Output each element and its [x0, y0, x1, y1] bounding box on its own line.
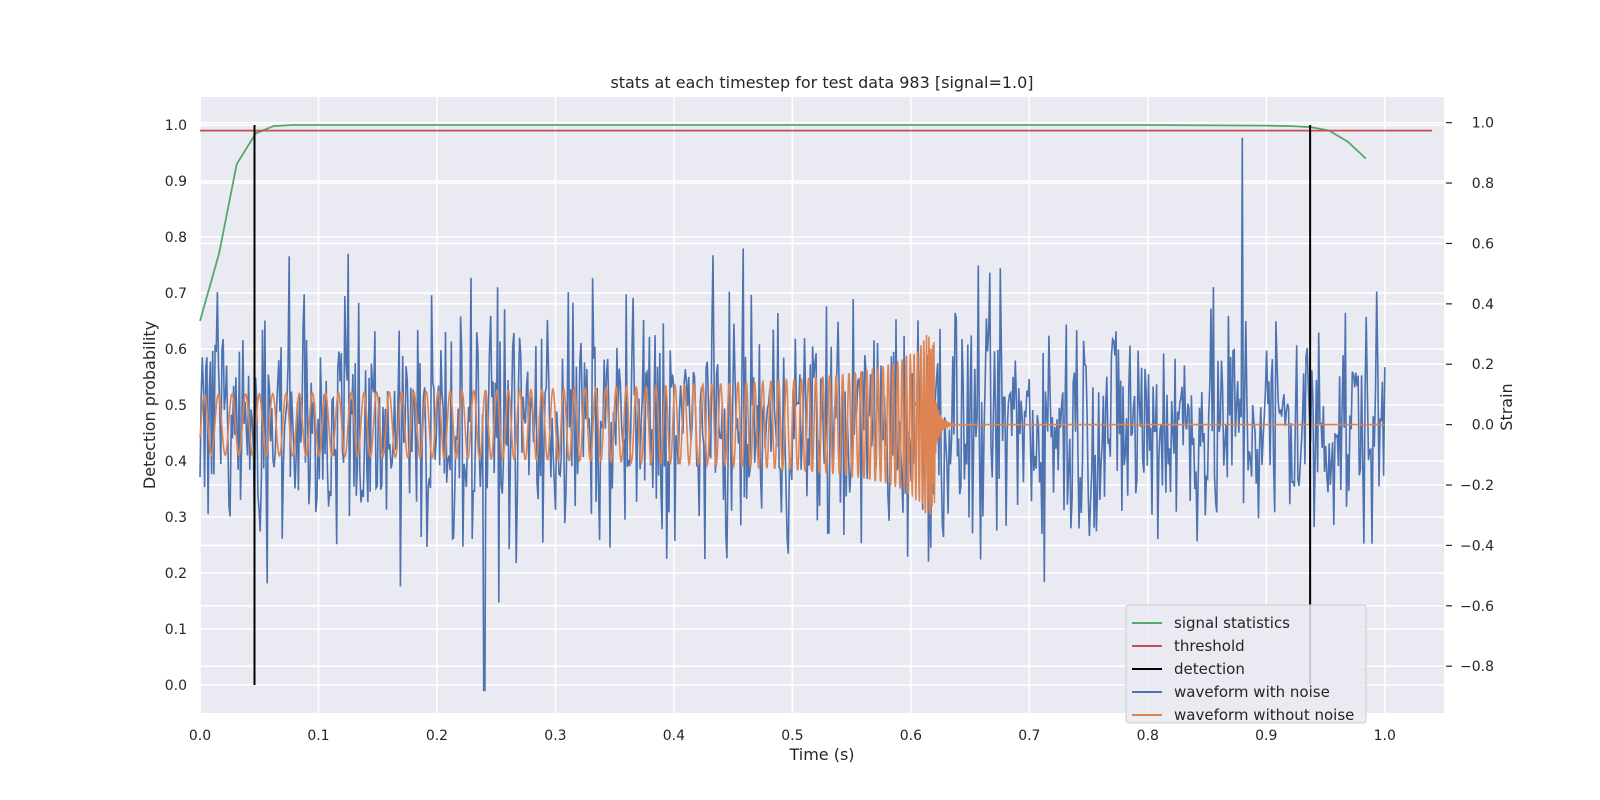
- x-tick-label: 1.0: [1374, 728, 1396, 744]
- y-axis-label: Detection probability: [140, 321, 159, 489]
- ticks: 0.0 0.1 0.2 0.3 0.4 0.5 0.6 0.7 0.8 0.9 1.0 0.0 0.1 0…: [165, 116, 1494, 744]
- y-tick-label: 0.2: [165, 566, 187, 582]
- y-tick-label: 0.9: [165, 174, 187, 190]
- y2-tick-label: 0.8: [1472, 176, 1494, 192]
- legend-label: waveform with noise: [1174, 683, 1330, 701]
- chart-title: stats at each timestep for test data 983…: [610, 73, 1033, 92]
- x-tick-label: 0.6: [900, 728, 922, 744]
- series-signal-statistics: [199, 124, 1367, 322]
- x-axis-label: Time (s): [788, 745, 854, 764]
- x-tick-label: 0.5: [781, 728, 803, 744]
- series-waveform-without-noise: [199, 334, 1385, 516]
- legend: signal statistics threshold detection wavef…: [1125, 604, 1367, 724]
- y2-tick-label: 1.0: [1472, 116, 1494, 132]
- legend-label: detection: [1174, 660, 1245, 678]
- y-tick-label: 0.4: [165, 454, 187, 470]
- y2-tick-label: −0.2: [1460, 478, 1494, 494]
- y-tick-label: 0.1: [165, 622, 187, 638]
- x-tick-label: 0.0: [189, 728, 211, 744]
- y2-axis-label: Strain: [1497, 383, 1516, 430]
- y-tick-label: 0.7: [165, 286, 187, 302]
- y2-tick-label: 0.0: [1472, 418, 1494, 434]
- legend-box: [1125, 604, 1367, 724]
- y2-tick-label: −0.4: [1460, 538, 1494, 554]
- x-tick-label: 0.7: [1018, 728, 1040, 744]
- legend-label: threshold: [1174, 637, 1245, 655]
- legend-label: signal statistics: [1174, 614, 1290, 632]
- y-tick-label: 0.0: [165, 678, 187, 694]
- x-tick-label: 0.3: [544, 728, 566, 744]
- x-tick-label: 0.4: [663, 728, 685, 744]
- series-layer: [199, 124, 1433, 692]
- x-tick-label: 0.9: [1255, 728, 1277, 744]
- y2-tick-label: 0.2: [1472, 357, 1494, 373]
- y-tick-label: 1.0: [165, 118, 187, 134]
- y-tick-label: 0.6: [165, 342, 187, 358]
- y-tick-label: 0.3: [165, 510, 187, 526]
- x-tick-label: 0.2: [426, 728, 448, 744]
- y-tick-label: 0.8: [165, 230, 187, 246]
- y2-tick-label: 0.6: [1472, 236, 1494, 252]
- y-tick-label: 0.5: [165, 398, 187, 414]
- y2-tick-label: 0.4: [1472, 297, 1494, 313]
- y2-tick-label: −0.6: [1460, 599, 1494, 615]
- x-tick-label: 0.1: [307, 728, 329, 744]
- x-tick-label: 0.8: [1137, 728, 1159, 744]
- legend-label: waveform without noise: [1174, 706, 1354, 724]
- y2-tick-label: −0.8: [1460, 659, 1494, 675]
